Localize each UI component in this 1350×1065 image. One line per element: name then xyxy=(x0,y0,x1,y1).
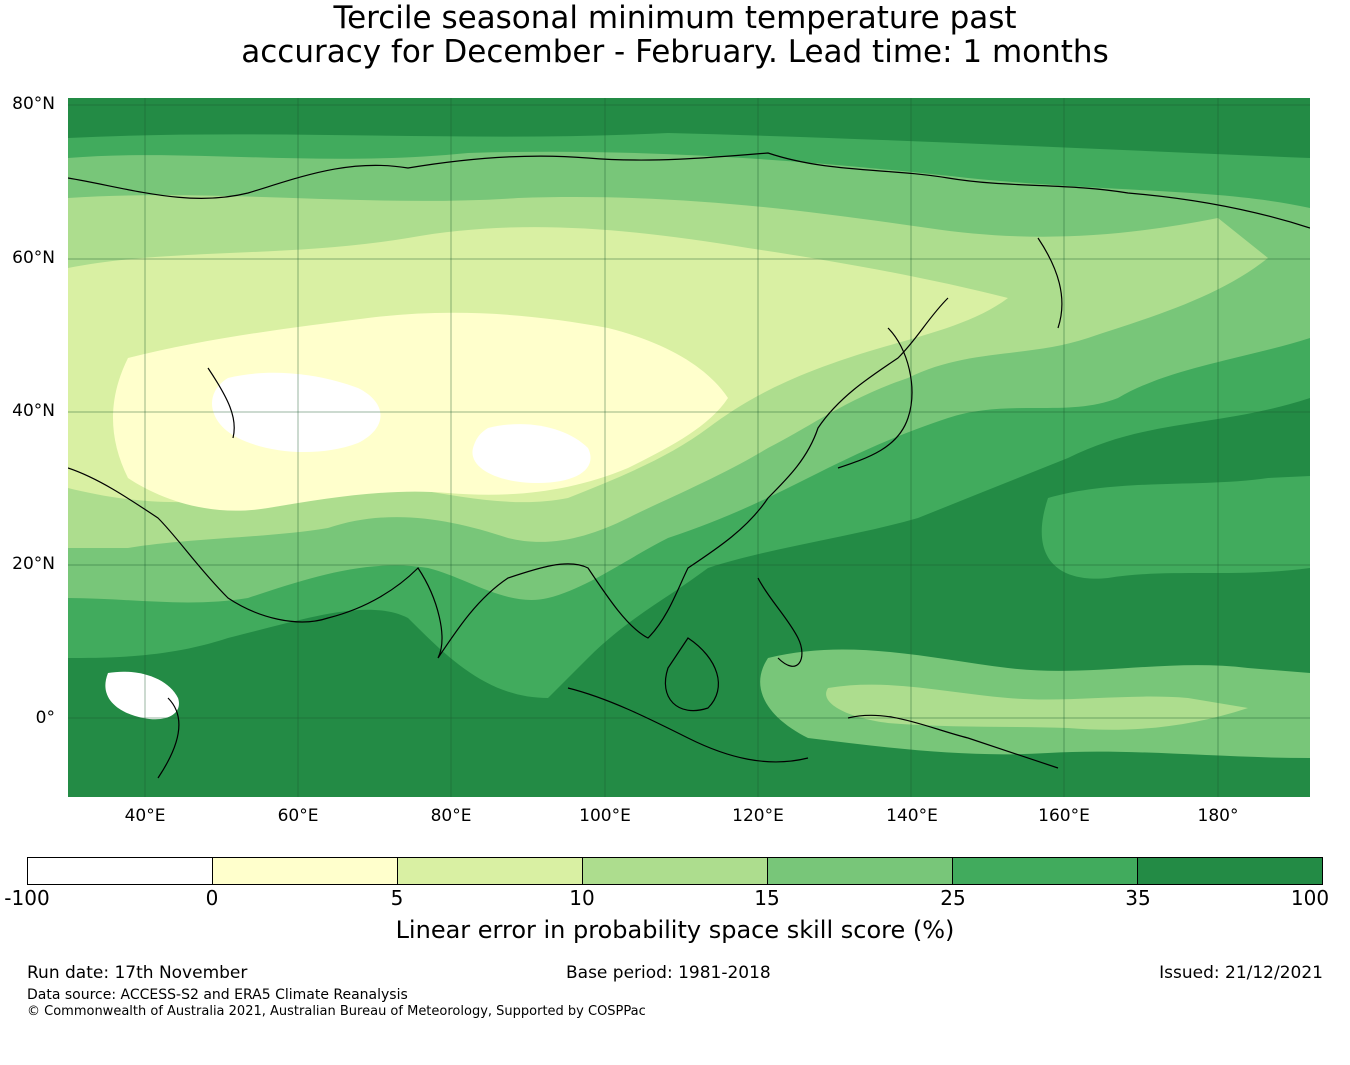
colorbar-tick: -100 xyxy=(4,886,50,910)
coastlines xyxy=(68,152,1310,779)
graticule xyxy=(68,98,1310,797)
colorbar-segment-35-100 xyxy=(1138,858,1322,884)
colorbar-segment-5-10 xyxy=(398,858,583,884)
skill-region-pacific-10-15 xyxy=(826,684,1248,730)
map-svg xyxy=(68,98,1310,797)
lon-label-180: 180° xyxy=(1197,806,1239,826)
skill-region-pacific-upper xyxy=(1041,476,1310,579)
colorbar-tick: 5 xyxy=(390,886,404,910)
run-date: Run date: 17th November xyxy=(27,963,248,983)
colorbar-tick: 10 xyxy=(569,886,595,910)
colorbar-tick: 25 xyxy=(940,886,966,910)
issued-date: Issued: 21/12/2021 xyxy=(1159,963,1323,983)
lon-label-160e: 160°E xyxy=(1038,806,1090,826)
colorbar-tick: 0 xyxy=(205,886,219,910)
lat-label-0: 0° xyxy=(35,708,55,728)
lon-label-140e: 140°E xyxy=(886,806,938,826)
colorbar-segment-10-15 xyxy=(583,858,768,884)
copyright-notice: © Commonwealth of Australia 2021, Austra… xyxy=(27,1004,646,1019)
colorbar-tick: 15 xyxy=(754,886,780,910)
map-title-line-2: accuracy for December - February. Lead t… xyxy=(241,34,1109,70)
lon-label-120e: 120°E xyxy=(732,806,784,826)
lat-label-60n: 60°N xyxy=(12,248,55,268)
colorbar-segment-neg100-0 xyxy=(28,858,213,884)
skill-region-negative-1 xyxy=(211,372,381,453)
colorbar-label: Linear error in probability space skill … xyxy=(395,916,955,944)
lat-label-20n: 20°N xyxy=(12,554,55,574)
lat-label-80n: 80°N xyxy=(12,94,55,114)
lat-label-40n: 40°N xyxy=(12,401,55,421)
skill-region-negative-2 xyxy=(472,424,591,483)
skill-region-negative-3 xyxy=(105,671,179,720)
map-title-line-1: Tercile seasonal minimum temperature pas… xyxy=(333,0,1017,36)
colorbar-segment-0-5 xyxy=(213,858,398,884)
skill-score-map xyxy=(68,98,1310,797)
base-period: Base period: 1981-2018 xyxy=(566,963,771,983)
colorbar xyxy=(27,857,1323,885)
colorbar-segment-15-25 xyxy=(768,858,953,884)
colorbar-tick: 100 xyxy=(1290,886,1330,910)
colorbar-segment-25-35 xyxy=(953,858,1138,884)
lon-label-40e: 40°E xyxy=(124,806,166,826)
colorbar-tick: 35 xyxy=(1125,886,1151,910)
lon-label-80e: 80°E xyxy=(430,806,472,826)
lon-label-60e: 60°E xyxy=(277,806,319,826)
lon-label-100e: 100°E xyxy=(579,806,631,826)
data-source: Data source: ACCESS-S2 and ERA5 Climate … xyxy=(27,987,408,1003)
